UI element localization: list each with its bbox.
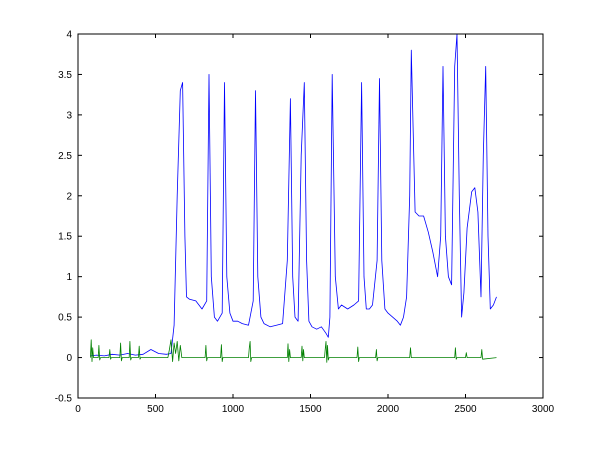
x-tick-label: 500 <box>147 404 164 415</box>
series-layer <box>90 33 497 363</box>
y-tick-label: 0.5 <box>58 313 72 324</box>
x-tick-label: 3000 <box>532 404 555 415</box>
y-tick-label: -0.5 <box>55 394 73 405</box>
y-tick-label: 1.5 <box>58 232 72 243</box>
y-tick-label: 3.5 <box>58 70 72 81</box>
x-axis-ticks: 0 500 1000 1500 2000 2500 3000 <box>75 34 555 415</box>
x-tick-label: 1500 <box>299 404 322 415</box>
x-tick-label: 2000 <box>377 404 400 415</box>
series-line-2 <box>90 339 497 363</box>
y-tick-label: 4 <box>66 30 72 41</box>
y-tick-label: 3 <box>66 110 72 121</box>
series-line-1 <box>90 33 497 357</box>
y-tick-label: 2.5 <box>58 151 72 162</box>
y-tick-label: 2 <box>66 191 72 202</box>
y-axis-ticks: -0.5 0 0.5 1 1.5 2 2.5 3 3.5 4 <box>55 30 543 405</box>
x-tick-label: 1000 <box>222 404 245 415</box>
y-tick-label: 0 <box>66 353 72 364</box>
x-tick-label: 0 <box>75 404 81 415</box>
plot-area <box>78 34 543 398</box>
y-tick-label: 1 <box>66 272 72 283</box>
x-tick-label: 2500 <box>454 404 477 415</box>
